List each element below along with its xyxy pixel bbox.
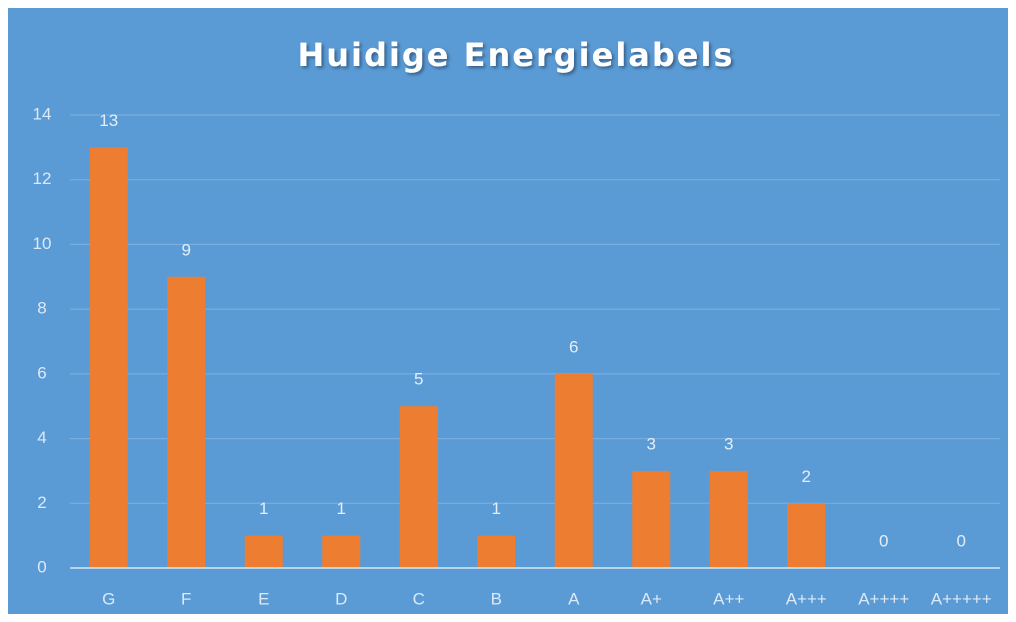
x-tick-label: E bbox=[258, 589, 269, 608]
y-tick-label: 14 bbox=[33, 104, 52, 123]
bar bbox=[709, 470, 748, 568]
x-tick-label: A+++++ bbox=[931, 589, 992, 608]
bar bbox=[244, 535, 283, 568]
y-tick-label: 4 bbox=[37, 428, 46, 447]
data-label: 3 bbox=[724, 434, 733, 453]
data-label: 5 bbox=[414, 370, 423, 389]
data-label: 0 bbox=[879, 531, 888, 550]
x-tick-label: B bbox=[491, 589, 502, 608]
y-tick-label: 6 bbox=[37, 363, 46, 382]
x-tick-label: A+++ bbox=[786, 589, 827, 608]
data-label: 6 bbox=[569, 337, 578, 356]
x-tick-label: A bbox=[568, 589, 580, 608]
y-tick-label: 12 bbox=[33, 169, 52, 188]
chart-background bbox=[8, 8, 1008, 614]
bar bbox=[399, 406, 438, 568]
chart-title: Huidige Energielabels bbox=[297, 36, 734, 74]
y-tick-label: 2 bbox=[37, 493, 46, 512]
y-tick-label: 8 bbox=[37, 299, 46, 318]
data-label: 1 bbox=[337, 499, 346, 518]
x-tick-label: D bbox=[335, 589, 347, 608]
x-tick-label: A++ bbox=[713, 589, 744, 608]
x-tick-label: A+ bbox=[641, 589, 662, 608]
bar bbox=[477, 535, 516, 568]
data-label: 1 bbox=[259, 499, 268, 518]
x-tick-label: F bbox=[181, 589, 191, 608]
x-tick-label: G bbox=[102, 589, 115, 608]
bar bbox=[167, 276, 206, 568]
data-label: 2 bbox=[802, 467, 811, 486]
x-tick-label: A++++ bbox=[858, 589, 909, 608]
y-tick-label: 0 bbox=[37, 557, 46, 576]
y-tick-label: 10 bbox=[33, 234, 52, 253]
bar bbox=[89, 147, 128, 568]
bar bbox=[632, 470, 671, 568]
bar bbox=[554, 373, 593, 568]
data-label: 9 bbox=[182, 240, 191, 259]
x-tick-label: C bbox=[413, 589, 425, 608]
bar bbox=[787, 503, 826, 568]
data-label: 0 bbox=[957, 531, 966, 550]
data-label: 13 bbox=[99, 111, 118, 130]
data-label: 3 bbox=[647, 434, 656, 453]
data-label: 1 bbox=[492, 499, 501, 518]
bar bbox=[322, 535, 361, 568]
